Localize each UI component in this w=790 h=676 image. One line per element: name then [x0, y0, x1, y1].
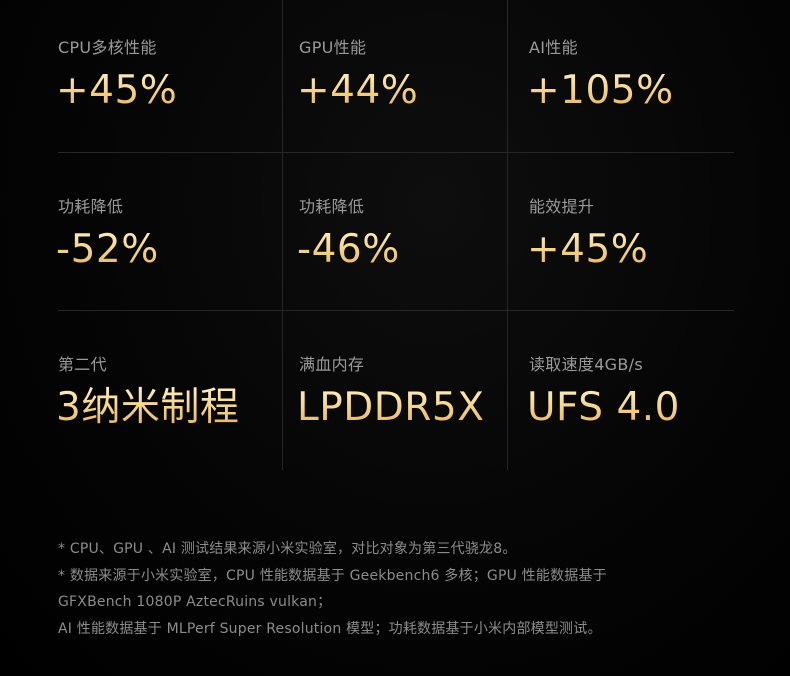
- stat-value: +44%: [297, 68, 419, 113]
- row-divider-2: [58, 310, 734, 311]
- stat-value: UFS 4.0: [527, 385, 680, 430]
- stat-label: CPU多核性能: [58, 38, 157, 57]
- column-divider-2: [507, 0, 508, 470]
- stat-label: 能效提升: [529, 197, 595, 216]
- stat-value: +105%: [527, 68, 674, 113]
- footnote-line: * CPU、GPU 、AI 测试结果来源小米实验室，对比对象为第三代骁龙8。: [58, 541, 517, 557]
- row-divider-1: [58, 152, 734, 153]
- spec-grid: CPU多核性能 +45% GPU性能 +44% AI性能 +105% 功耗降低 …: [56, 0, 734, 470]
- column-divider-1: [282, 0, 283, 470]
- footnote-line: * 数据来源于小米实验室，CPU 性能数据基于 Geekbench6 多核；GP…: [58, 567, 607, 584]
- stat-label: GPU性能: [299, 38, 367, 57]
- stat-label: 功耗降低: [58, 197, 124, 216]
- stat-label: 第二代: [58, 355, 107, 374]
- stat-value: -52%: [56, 227, 159, 272]
- stat-value: LPDDR5X: [297, 385, 485, 430]
- stat-value: 3纳米制程: [56, 385, 240, 430]
- stat-label: 读取速度4GB/s: [529, 355, 643, 374]
- stat-label: 满血内存: [299, 355, 365, 374]
- stat-label: AI性能: [529, 38, 578, 57]
- stat-value: -46%: [297, 227, 400, 272]
- stat-label: 功耗降低: [299, 197, 365, 216]
- footnote-line: GFXBench 1080P AztecRuins vulkan；: [58, 594, 332, 610]
- footnote-line: AI 性能数据基于 MLPerf Super Resolution 模型；功耗数…: [58, 620, 602, 637]
- footnotes: * CPU、GPU 、AI 测试结果来源小米实验室，对比对象为第三代骁龙8。 *…: [58, 536, 758, 642]
- stat-value: +45%: [56, 68, 178, 113]
- stat-value: +45%: [527, 227, 649, 272]
